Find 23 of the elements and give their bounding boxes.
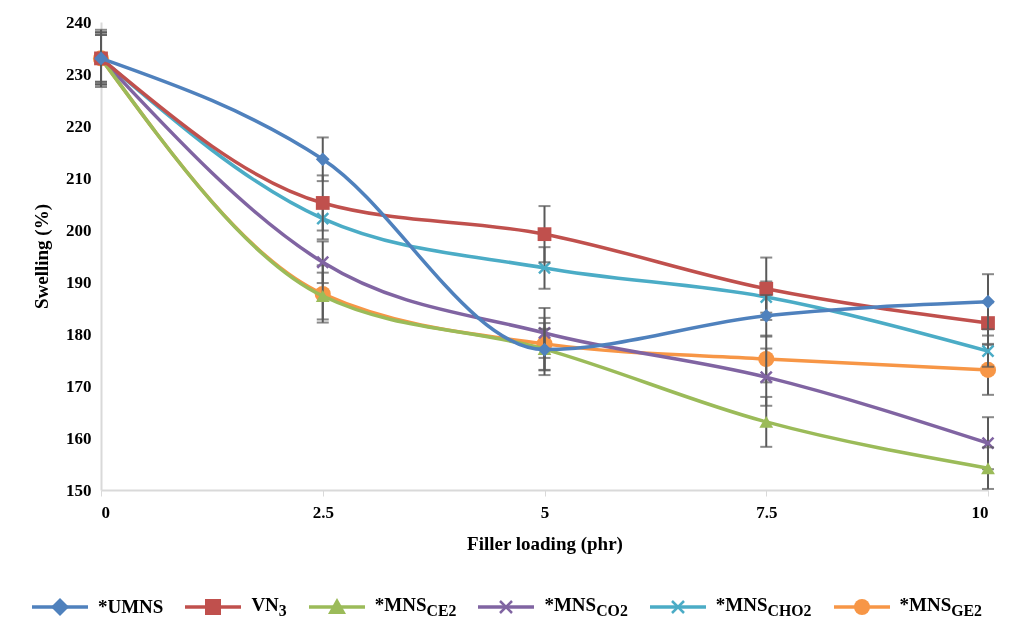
legend-label: VN$_{3}$ bbox=[251, 594, 287, 620]
y-tick-label: 180 bbox=[66, 324, 92, 344]
legend-label: *MNS$_{GE2}$ bbox=[899, 594, 983, 620]
x-tick-label: 7.5 bbox=[756, 502, 778, 522]
y-tick-label: 190 bbox=[66, 272, 92, 292]
y-tick-label: 230 bbox=[66, 64, 92, 84]
y-tick-label: 170 bbox=[66, 376, 92, 396]
legend-label: *MNS$_{CO2}$ bbox=[544, 594, 628, 620]
legend-label: *MNS$_{CHO2}$ bbox=[715, 594, 812, 620]
x-tick-label: 5 bbox=[540, 502, 550, 522]
legend-label: *UMNS bbox=[97, 595, 164, 618]
y-axis-title: Swelling (%) bbox=[31, 203, 53, 310]
x-tick-label: 0 bbox=[101, 502, 110, 522]
y-tick-label: 210 bbox=[66, 168, 92, 188]
y-tick-label: 240 bbox=[66, 12, 92, 32]
x-axis-title: Filler loading (phr) bbox=[467, 532, 623, 555]
x-tick-label: 2.5 bbox=[312, 502, 334, 522]
legend-label: *MNS$_{CE2}$ bbox=[374, 594, 457, 620]
y-tick-label: 220 bbox=[66, 116, 92, 136]
x-tick-label: 10 bbox=[971, 502, 989, 522]
y-tick-label: 200 bbox=[66, 220, 92, 240]
y-tick-label: 150 bbox=[66, 480, 92, 500]
y-tick-label: 160 bbox=[66, 428, 92, 448]
